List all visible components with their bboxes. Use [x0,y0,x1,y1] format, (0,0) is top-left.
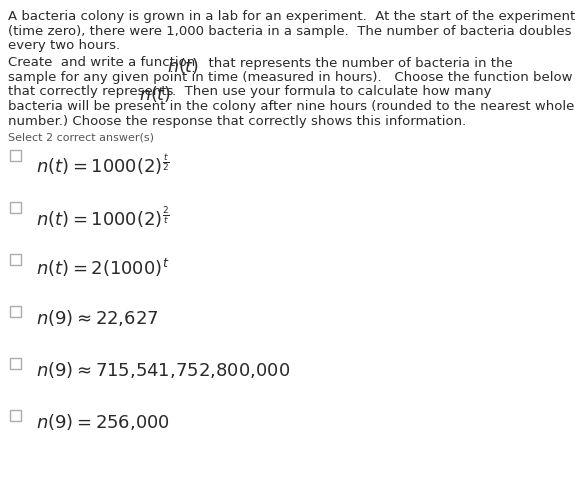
Text: $n(9) \approx 715{,}541{,}752{,}800{,}000$: $n(9) \approx 715{,}541{,}752{,}800{,}00… [36,360,290,380]
FancyBboxPatch shape [10,410,21,421]
Text: $n(9) \approx 22{,}627$: $n(9) \approx 22{,}627$ [36,308,159,328]
Text: bacteria will be present in the colony after nine hours (rounded to the nearest : bacteria will be present in the colony a… [8,100,574,113]
FancyBboxPatch shape [10,255,21,266]
Text: $n(t)$: $n(t)$ [139,84,171,104]
FancyBboxPatch shape [10,202,21,213]
Text: every two hours.: every two hours. [8,39,120,52]
Text: Select 2 correct answer(s): Select 2 correct answer(s) [8,132,154,142]
Text: sample for any given point in time (measured in hours).   Choose the function be: sample for any given point in time (meas… [8,71,573,84]
Text: number.) Choose the response that correctly shows this information.: number.) Choose the response that correc… [8,114,466,127]
Text: that represents the number of bacteria in the: that represents the number of bacteria i… [200,57,513,69]
FancyBboxPatch shape [10,151,21,162]
Text: (time zero), there were 1,000 bacteria in a sample.  The number of bacteria doub: (time zero), there were 1,000 bacteria i… [8,25,572,38]
Text: $n(t) = 1000(2)^{\frac{t}{2}}$: $n(t) = 1000(2)^{\frac{t}{2}}$ [36,152,170,177]
Text: A bacteria colony is grown in a lab for an experiment.  At the start of the expe: A bacteria colony is grown in a lab for … [8,10,575,23]
Text: $n(t) = 1000(2)^{\frac{2}{t}}$: $n(t) = 1000(2)^{\frac{2}{t}}$ [36,204,170,230]
Text: $n(t) = 2(1000)^{t}$: $n(t) = 2(1000)^{t}$ [36,256,170,278]
FancyBboxPatch shape [10,358,21,369]
Text: $n(t)$: $n(t)$ [167,56,199,75]
FancyBboxPatch shape [10,307,21,317]
Text: $n(9) = 256{,}000$: $n(9) = 256{,}000$ [36,412,170,432]
Text: .  Then use your formula to calculate how many: . Then use your formula to calculate how… [172,85,492,98]
Text: that correctly represents: that correctly represents [8,85,178,98]
Text: Create  and write a function: Create and write a function [8,57,200,69]
